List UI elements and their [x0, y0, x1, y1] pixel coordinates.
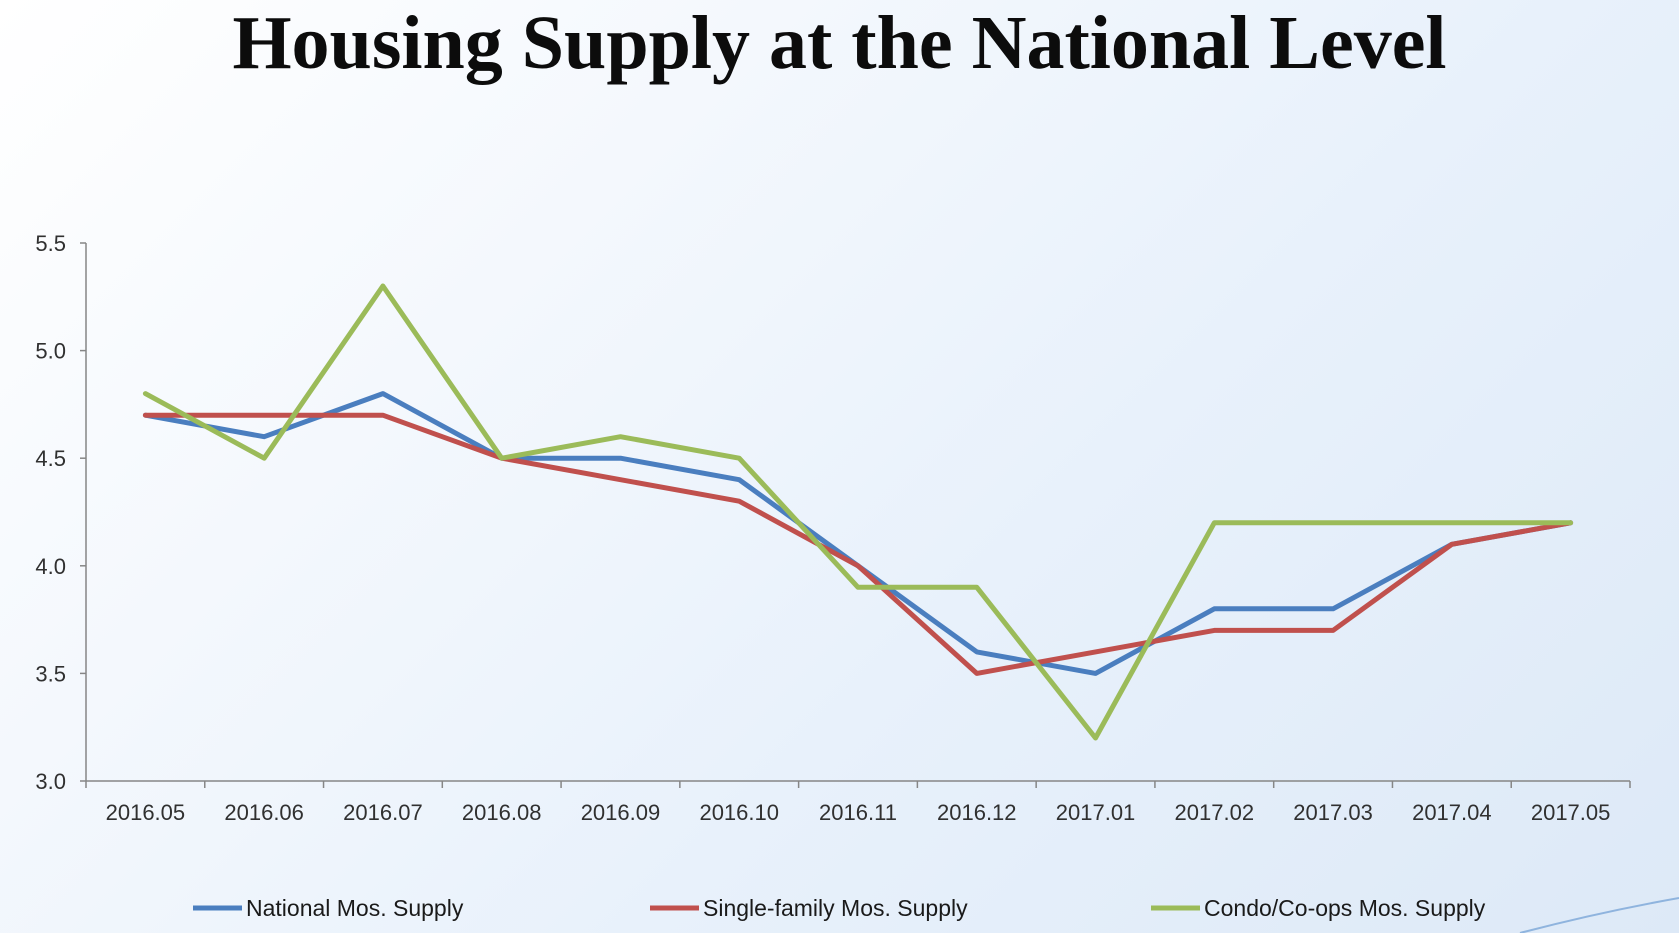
series-line-2: [142, 412, 1574, 676]
y-tick-label: 3.0: [35, 769, 66, 794]
chart-series: [142, 283, 1574, 741]
swoosh-curve: [1519, 897, 1679, 933]
x-tick-label: 2016.11: [819, 800, 897, 825]
y-tick-label: 4.5: [35, 446, 66, 471]
chart-axes: [85, 243, 1630, 782]
x-tick-label: 2016.12: [937, 800, 1017, 825]
x-tick-label: 2016.06: [224, 800, 304, 825]
x-tick-label: 2017.05: [1531, 800, 1611, 825]
x-tick-label: 2016.07: [343, 800, 423, 825]
x-tick-label: 2017.04: [1412, 800, 1492, 825]
y-tick-label: 3.5: [35, 661, 66, 686]
y-tick-label: 5.0: [35, 339, 66, 364]
legend-label: Single-family Mos. Supply: [703, 895, 968, 921]
series-line-3: [142, 283, 1574, 741]
x-tick-label: 2016.09: [581, 800, 661, 825]
x-tick-label: 2017.03: [1293, 800, 1373, 825]
y-tick-label: 5.5: [35, 231, 66, 256]
x-axis-ticks: 2016.05 2016.06 2016.07 2016.08 2016.09 2016.…: [85, 781, 1631, 825]
legend-label: National Mos. Supply: [246, 895, 464, 921]
x-tick-label: 2016.10: [699, 800, 779, 825]
y-axis-ticks: 3.0 3.5 4.0 4.5 5.0 5.5: [35, 231, 86, 794]
slide-title: Housing Supply at the National Level: [232, 1, 1447, 85]
chart-legend: National Mos. Supply Single-family Mos. S…: [193, 895, 1486, 921]
x-tick-label: 2017.02: [1175, 800, 1255, 825]
x-tick-label: 2016.08: [462, 800, 542, 825]
x-tick-label: 2016.05: [106, 800, 186, 825]
x-tick-label: 2017.01: [1056, 800, 1136, 825]
legend-label: Condo/Co-ops Mos. Supply: [1204, 895, 1486, 921]
y-tick-label: 4.0: [35, 554, 66, 579]
